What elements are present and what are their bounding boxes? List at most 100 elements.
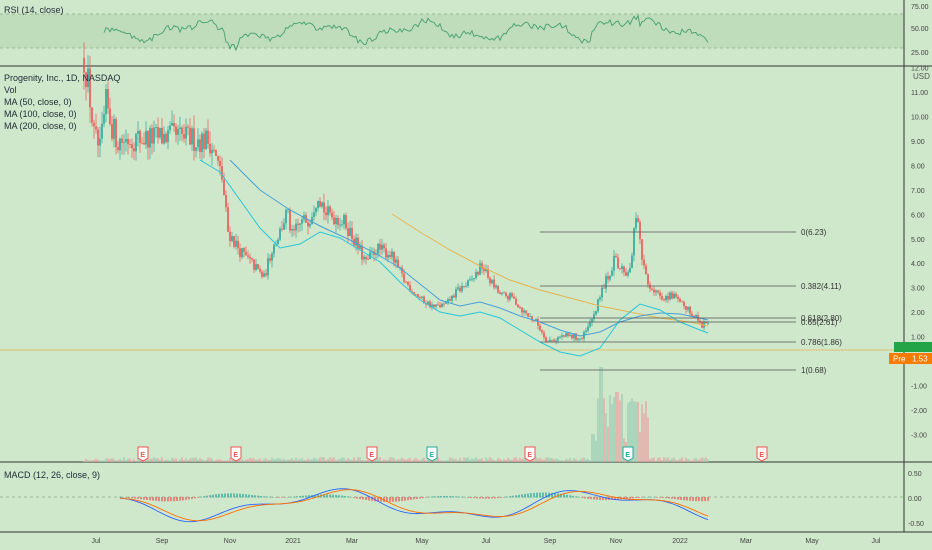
candle-body — [595, 311, 597, 315]
volume-bar — [519, 457, 521, 462]
volume-bar — [319, 457, 321, 462]
candle-body — [567, 333, 569, 336]
earnings-icon[interactable]: E — [756, 446, 768, 462]
volume-bar — [473, 458, 475, 462]
candle-body — [185, 126, 187, 139]
macd-histogram-bar — [527, 493, 529, 498]
candle-body — [467, 280, 469, 286]
macd-histogram-bar — [437, 496, 439, 498]
volume-bar — [171, 457, 173, 462]
candle-body — [321, 202, 323, 207]
volume-bar — [525, 457, 527, 462]
macd-histogram-bar — [575, 496, 577, 498]
earnings-icon[interactable]: E — [230, 446, 242, 462]
volume-bar — [345, 460, 347, 462]
volume-bar — [401, 457, 403, 462]
candle-body — [417, 294, 419, 298]
volume-bar — [387, 459, 389, 462]
price-tick-label: -3.00 — [911, 432, 927, 439]
earnings-icon[interactable]: E — [622, 446, 634, 462]
volume-bar — [599, 367, 601, 462]
candle-body — [269, 258, 271, 261]
price-tick-label: 9.00 — [911, 139, 925, 146]
volume-bar — [653, 457, 655, 462]
volume-bar — [117, 460, 119, 462]
candle-body — [203, 133, 205, 150]
candle-body — [159, 127, 161, 138]
current-price-marker — [894, 342, 932, 352]
currency-label: USD — [913, 72, 930, 81]
volume-bar — [185, 458, 187, 462]
macd-histogram-bar — [422, 497, 424, 499]
chart-title[interactable]: Progenity, Inc., 1D, NASDAQ — [4, 73, 121, 83]
candle-body — [111, 124, 113, 139]
candle-body — [283, 223, 285, 230]
candle-body — [457, 287, 459, 290]
candle-body — [419, 297, 421, 298]
volume-bar — [93, 460, 95, 462]
macd-histogram-bar — [638, 497, 640, 498]
earnings-icon-letter: E — [527, 452, 532, 459]
ma100-legend[interactable]: MA (100, close, 0) — [4, 109, 77, 119]
volume-bar — [665, 458, 667, 462]
candle-body — [631, 255, 633, 268]
macd-histogram-bar — [530, 493, 532, 498]
macd-legend[interactable]: MACD (12, 26, close, 9) — [4, 470, 101, 480]
candle-body — [169, 125, 171, 131]
candle-body — [367, 259, 369, 260]
fibonacci-retracement[interactable]: 0(6.23) 0.382(4.11) 0.618(2.80)0.65(2.61) 0… — [540, 228, 842, 375]
volume-bar — [479, 458, 481, 462]
macd-histogram-bar — [461, 496, 463, 498]
earnings-icon[interactable]: E — [366, 446, 378, 462]
volume-bar — [555, 458, 557, 462]
volume-bar — [307, 458, 309, 462]
volume-bar — [351, 460, 353, 462]
candle-body — [427, 301, 429, 305]
candle-body — [685, 306, 687, 310]
volume-bar — [379, 457, 381, 462]
candle-body — [155, 127, 157, 128]
volume-bar — [501, 460, 503, 462]
earnings-icon[interactable]: E — [137, 446, 149, 462]
price-tick-label: 7.00 — [911, 188, 925, 195]
volume-bar — [229, 458, 231, 462]
volume-bar — [331, 458, 333, 462]
ma200-legend[interactable]: MA (200, close, 0) — [4, 121, 77, 131]
volume-bar — [397, 459, 399, 462]
volume-bar — [347, 458, 349, 462]
volume-bar — [433, 460, 435, 462]
candle-body — [609, 275, 611, 280]
volume-bar — [257, 459, 259, 462]
rsi-band — [0, 14, 904, 48]
volume-bar — [295, 457, 297, 462]
ma50-legend[interactable]: MA (50, close, 0) — [4, 97, 72, 107]
rsi-line — [103, 14, 709, 52]
volume-legend[interactable]: Vol — [4, 85, 17, 95]
macd-histogram-bar — [383, 497, 385, 502]
rsi-legend[interactable]: RSI (14, close) — [4, 5, 64, 15]
volume-bar — [655, 460, 657, 462]
candle-body — [279, 228, 281, 240]
candle-body — [565, 333, 567, 337]
macd-histogram-bar — [545, 492, 547, 498]
earnings-icon-letter: E — [625, 452, 630, 459]
candle-body — [659, 292, 661, 297]
volume-bar — [89, 460, 91, 462]
candle-body — [379, 243, 381, 250]
candle-body — [205, 130, 207, 150]
earnings-icon[interactable]: E — [524, 446, 536, 462]
rsi-tick-label: 50.00 — [911, 26, 929, 33]
price-tick-label: 3.00 — [911, 286, 925, 293]
candle-body — [669, 292, 671, 300]
macd-histogram-bar — [353, 497, 355, 498]
macd-histogram-bar — [161, 497, 163, 502]
candle-body — [103, 114, 105, 124]
volume-bar — [259, 458, 261, 462]
macd-histogram-bar — [281, 497, 283, 498]
price-tick-label: 6.00 — [911, 212, 925, 219]
volume-bar — [165, 460, 167, 462]
candle-body — [281, 228, 283, 230]
earnings-icon[interactable]: E — [426, 446, 438, 462]
